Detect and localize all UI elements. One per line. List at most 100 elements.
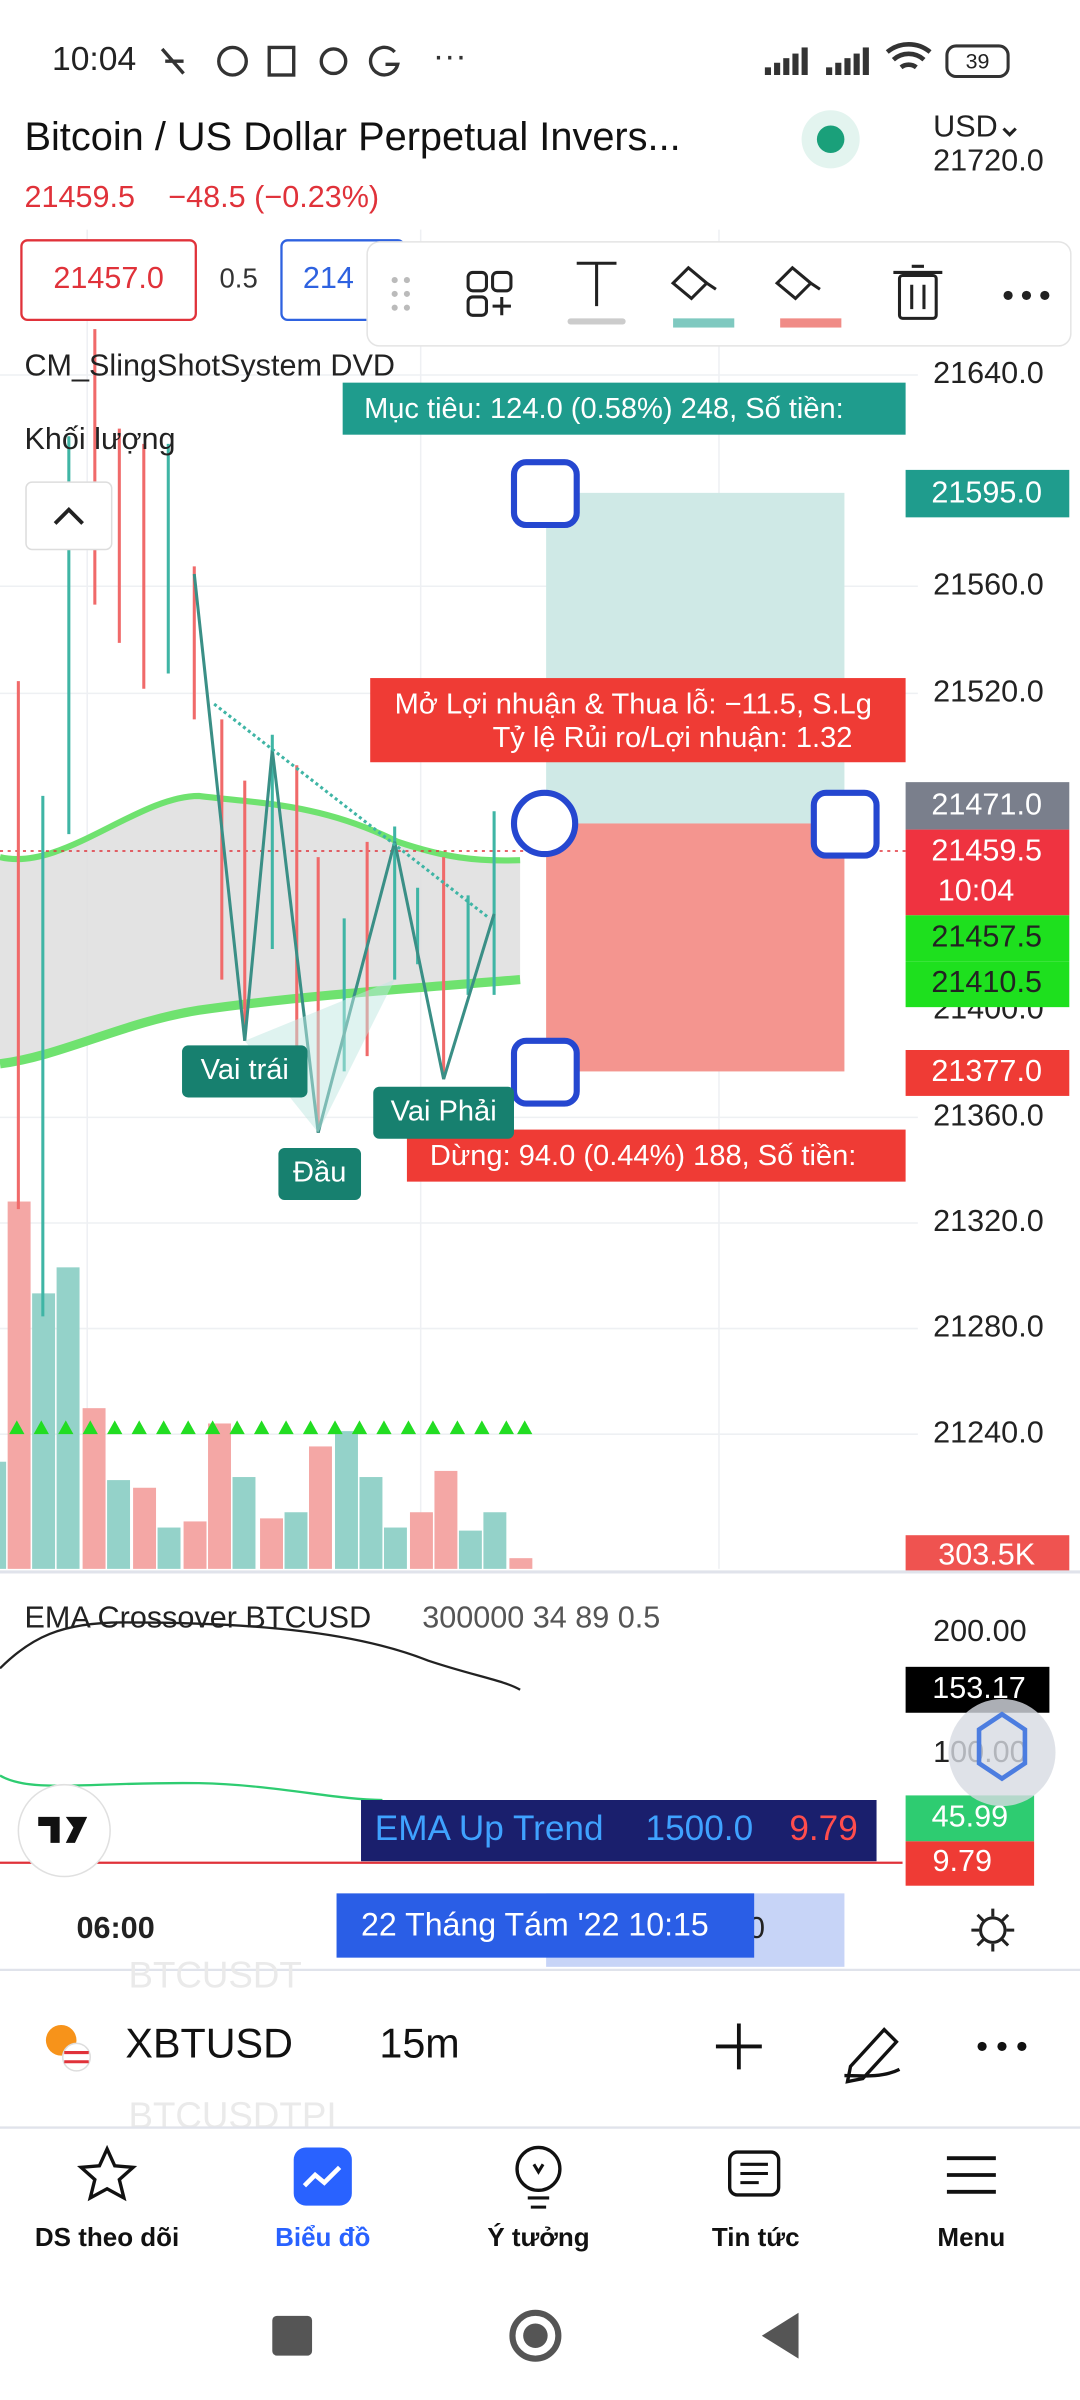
order-panel-part[interactable] bbox=[20, 239, 197, 322]
bottom-nav: DS theo dõi Biểu đồ Ý tưởng Tin tức Menu bbox=[35, 2144, 1005, 2252]
drawing-toolbar-part-part[interactable] bbox=[403, 290, 410, 297]
drawing-toolbar-part-part[interactable] bbox=[1021, 290, 1032, 300]
drawing-toolbar-part-part[interactable] bbox=[576, 261, 617, 307]
drawing-toolbar-part[interactable] bbox=[466, 261, 943, 320]
system-nav[interactable] bbox=[272, 2309, 799, 2362]
nav-news[interactable]: Tin tức bbox=[712, 2150, 800, 2252]
nav-menu-part[interactable]: Menu bbox=[937, 2222, 1005, 2252]
nav-chart-part[interactable]: Biểu đồ bbox=[275, 2222, 370, 2252]
drawing-toolbar-part-part[interactable] bbox=[491, 270, 513, 293]
drawing-toolbar-part-part[interactable] bbox=[391, 277, 398, 284]
long-position-part[interactable] bbox=[370, 678, 906, 763]
drawing-toolbar-part[interactable] bbox=[1003, 290, 1050, 300]
drawing-toolbar-part[interactable] bbox=[366, 241, 1072, 347]
nav-news-part[interactable]: Tin tức bbox=[712, 2222, 800, 2252]
long-position-part[interactable] bbox=[810, 789, 880, 859]
drawing-toolbar-part-part[interactable] bbox=[670, 265, 717, 301]
price-axis-part bbox=[905, 961, 1070, 1008]
symbol-button-part[interactable]: XBTUSD bbox=[125, 2020, 292, 2066]
status-bar-part-part bbox=[826, 67, 833, 75]
nav-chart-part[interactable] bbox=[293, 2147, 352, 2206]
long-position-part[interactable]: Mục tiêu: 124.0 (0.58%) 248, Số tiền: bbox=[364, 393, 844, 425]
ema-pane: EMA Crossover BTCUSD 300000 34 89 0.5 20… bbox=[0, 1600, 1056, 1886]
more-button-part[interactable] bbox=[977, 2041, 987, 2052]
long-position-part[interactable]: Tỷ lệ Rủi ro/Lợi nhuận: 1.32 bbox=[493, 722, 853, 754]
volume-bars-part-part bbox=[458, 1530, 482, 1569]
system-nav-part[interactable] bbox=[509, 2309, 562, 2362]
nav-ideas-part[interactable] bbox=[515, 2145, 562, 2192]
drawing-toolbar-part-part[interactable] bbox=[403, 277, 410, 284]
pattern-labels-part: Vai trái bbox=[201, 1054, 289, 1086]
more-button-part[interactable] bbox=[997, 2041, 1007, 2052]
long-position-part[interactable] bbox=[510, 789, 579, 858]
drawing-toolbar-part-part[interactable] bbox=[466, 270, 488, 293]
system-nav-part[interactable] bbox=[761, 2312, 799, 2359]
order-panel-part[interactable]: 0.5 bbox=[220, 262, 258, 293]
symbol-button-part[interactable] bbox=[61, 2042, 92, 2072]
interval-button[interactable]: 15m bbox=[379, 2020, 459, 2066]
drawing-toolbar[interactable] bbox=[366, 241, 1072, 347]
nav-chart-part[interactable] bbox=[302, 2165, 342, 2188]
system-nav-part[interactable] bbox=[523, 2323, 548, 2348]
nav-ideas-part[interactable]: Ý tưởng bbox=[487, 2222, 589, 2252]
long-position-part[interactable] bbox=[546, 492, 845, 824]
price-axis-part: 21459.5 bbox=[931, 834, 1042, 868]
nav-menu[interactable]: Menu bbox=[937, 2156, 1005, 2252]
drawing-toolbar-part-part[interactable] bbox=[893, 264, 943, 310]
more-button[interactable] bbox=[977, 2041, 1027, 2052]
system-nav-part[interactable] bbox=[272, 2315, 313, 2356]
nav-news-part[interactable] bbox=[728, 2150, 781, 2197]
currency-selector-part[interactable]: USD bbox=[933, 110, 998, 144]
status-bar-part: 10:04 bbox=[52, 41, 136, 78]
nav-chart[interactable]: Biểu đồ bbox=[275, 2147, 370, 2252]
candles-part bbox=[16, 329, 446, 1210]
order-panel-part[interactable]: 214 bbox=[303, 261, 354, 295]
symbol-button[interactable]: XBTUSD bbox=[45, 2020, 293, 2072]
long-position-part[interactable]: Dừng: 94.0 (0.44%) 188, Số tiền: bbox=[430, 1140, 856, 1172]
nav-watchlist-part[interactable] bbox=[77, 2144, 138, 2202]
nav-watchlist-part[interactable]: DS theo dõi bbox=[35, 2222, 179, 2252]
drawing-toolbar-part-part[interactable] bbox=[391, 304, 398, 311]
more-button-part[interactable] bbox=[1017, 2041, 1027, 2052]
symbol-button-part[interactable] bbox=[64, 2051, 89, 2064]
settings-button-part[interactable] bbox=[979, 1916, 1007, 1944]
volume-bars-part-part bbox=[232, 1477, 256, 1569]
long-position-part[interactable] bbox=[510, 459, 580, 529]
drawing-toolbar-part-part[interactable] bbox=[492, 296, 511, 316]
drawing-toolbar-part[interactable] bbox=[673, 318, 735, 328]
draw-button[interactable] bbox=[844, 2027, 901, 2084]
status-bar-part-part bbox=[774, 62, 781, 75]
nav-menu-part[interactable] bbox=[946, 2156, 996, 2194]
drawing-toolbar-part-part[interactable] bbox=[466, 295, 488, 317]
drawing-toolbar-part-part[interactable] bbox=[391, 290, 398, 297]
drawing-toolbar-part-part[interactable] bbox=[1003, 290, 1013, 300]
long-position-part[interactable] bbox=[546, 823, 845, 1072]
nav-ideas[interactable]: Ý tưởng bbox=[487, 2145, 590, 2252]
currency-selector[interactable]: USD bbox=[933, 110, 1017, 144]
order-panel-part[interactable]: 21457.0 bbox=[53, 261, 164, 295]
nav-ideas-part[interactable] bbox=[527, 2163, 550, 2209]
long-position-part[interactable] bbox=[342, 382, 906, 435]
nav-watchlist[interactable]: DS theo dõi bbox=[35, 2144, 179, 2252]
drawing-toolbar-part[interactable] bbox=[780, 318, 842, 328]
status-bar-part-part bbox=[835, 62, 842, 75]
long-position-part[interactable]: Mở Lợi nhuận & Thua lỗ: −11.5, S.Lg bbox=[395, 687, 872, 720]
drawing-toolbar-part-part[interactable] bbox=[774, 265, 821, 301]
currency-selector-part[interactable] bbox=[1002, 127, 1017, 137]
add-button[interactable] bbox=[715, 2023, 762, 2070]
drawing-toolbar-part-part[interactable] bbox=[403, 304, 410, 311]
long-position-part[interactable] bbox=[510, 1037, 580, 1107]
ema-pane-part bbox=[948, 1698, 1056, 1807]
drawing-toolbar-part-part[interactable] bbox=[897, 273, 938, 320]
drawing-toolbar-part[interactable] bbox=[567, 318, 626, 325]
price-axis-part bbox=[905, 782, 1070, 830]
nav-news-part[interactable] bbox=[740, 2162, 768, 2185]
long-position[interactable]: Mục tiêu: 124.0 (0.58%) 248, Số tiền: Mở… bbox=[342, 382, 906, 1182]
settings-button[interactable] bbox=[971, 1908, 1015, 1952]
ema-pane-part: 200.00 bbox=[933, 1614, 1027, 1648]
drawing-toolbar-part-part[interactable] bbox=[1040, 290, 1050, 300]
order-panel[interactable]: 21457.0 0.5 214 bbox=[20, 239, 405, 322]
status-bar-part-part bbox=[853, 53, 860, 75]
drawing-toolbar-part[interactable] bbox=[391, 277, 410, 311]
settings-button-part[interactable] bbox=[971, 1908, 1015, 1952]
